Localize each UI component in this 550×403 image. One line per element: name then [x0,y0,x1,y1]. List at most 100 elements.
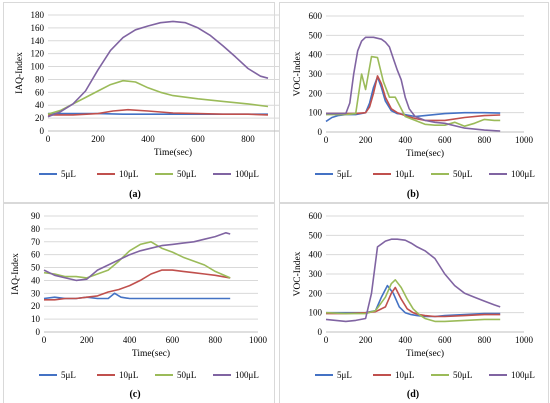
y-tick-label: 500 [309,30,323,40]
y-tick-label: 40 [31,275,41,285]
panel-frame [3,203,275,403]
y-axis-title: IAQ-Index [11,253,21,295]
x-tick-label: 400 [398,335,412,345]
series-line-100uL [325,238,501,323]
y-tick-label: 60 [35,87,45,97]
chart-panel-a: 0 20 40 60 80 100 120 140 160 180 0 200 400 600 800 100… [3,2,308,203]
chart-panel-c: 0 10 20 30 40 50 60 70 80 90 0 200 400 600 800 1000 Time… [3,203,275,403]
y-tick-label: 400 [309,50,323,60]
series-line-50uL [47,79,269,115]
x-tick-label: 0 [42,335,47,345]
y-tick-label: 300 [309,269,323,279]
legend-label: 10μL [395,370,414,380]
legend-label: 5μL [337,169,352,179]
y-axis-title: IAQ-Index [15,52,25,94]
y-tick-label: 0 [318,127,323,137]
x-tick-label: 200 [91,134,105,144]
y-tick-label: 400 [309,250,323,260]
x-tick-label: 200 [359,335,373,345]
y-tick-label: 200 [309,288,323,298]
y-tick-label: 180 [31,10,45,20]
x-tick-label: 800 [478,335,492,345]
x-axis-title: Time(sec) [406,348,444,359]
y-tick-label: 80 [31,224,41,234]
series-line-10uL [48,108,269,116]
x-tick-label: 0 [46,134,51,144]
y-tick-label: 140 [31,36,45,46]
legend-label: 100μL [511,370,535,380]
panel-label: (d) [407,389,419,400]
x-tick-label: 1000 [249,335,268,345]
legend-label: 10μL [119,169,138,179]
x-tick-label: 400 [123,335,137,345]
legend-label: 50μL [177,169,196,179]
x-tick-label: 1000 [515,335,534,345]
x-tick-label: 600 [438,135,452,145]
y-tick-label: 200 [309,88,323,98]
y-tick-label: 300 [309,69,323,79]
series-line-100uL [47,20,269,118]
legend-label: 100μL [511,169,535,179]
y-tick-label: 0 [318,327,323,337]
y-axis-title: VOC-Index [293,251,303,296]
x-tick-label: 200 [80,335,94,345]
legend-label: 50μL [453,370,472,380]
y-tick-label: 20 [35,113,45,123]
y-tick-label: 100 [31,62,45,72]
y-tick-label: 600 [309,11,323,21]
y-tick-label: 70 [31,237,41,247]
chart-panel-d: 0 100 200 300 400 500 600 0 200 400 600 800 1000 Time… [279,203,549,403]
x-tick-label: 600 [438,335,452,345]
chart-panel-b: 0 100 200 300 400 500 600 0 200 400 600 800 1000 Time… [279,2,549,203]
x-axis-title: Time(sec) [154,147,192,158]
y-tick-label: 90 [31,211,41,221]
series-line-10uL [326,75,501,122]
x-axis-title: Time(sec) [406,148,444,159]
x-tick-label: 200 [359,135,373,145]
y-tick-label: 10 [31,314,41,324]
panel-label: (b) [407,189,419,200]
legend-label: 5μL [61,169,76,179]
panel-label: (a) [129,189,141,200]
x-tick-label: 600 [166,335,180,345]
y-tick-label: 20 [31,301,41,311]
y-tick-label: 50 [31,263,41,273]
y-tick-label: 40 [35,100,45,110]
panel-label: (c) [129,389,140,400]
x-tick-label: 0 [324,135,329,145]
legend-label: 50μL [177,370,196,380]
series-line-100uL [326,36,501,132]
y-tick-label: 160 [31,23,45,33]
x-tick-label: 400 [141,134,155,144]
series-line-50uL [326,55,501,127]
y-tick-label: 0 [36,327,41,337]
y-tick-label: 100 [309,308,323,318]
legend-label: 100μL [235,370,259,380]
y-tick-label: 30 [31,288,41,298]
series-line-10uL [44,269,231,301]
series-line-100uL [43,232,231,282]
legend-label: 5μL [337,370,352,380]
legend-label: 10μL [395,169,414,179]
y-tick-label: 60 [31,250,41,260]
y-tick-label: 80 [35,74,45,84]
series-line-50uL [43,241,231,279]
legend-label: 100μL [235,169,259,179]
x-tick-label: 400 [398,135,412,145]
x-tick-label: 800 [241,134,255,144]
y-tick-label: 500 [309,230,323,240]
y-axis-title: VOC-Index [293,51,303,96]
x-tick-label: 600 [191,134,205,144]
legend-label: 5μL [61,370,76,380]
x-tick-label: 1000 [515,135,534,145]
y-tick-label: 100 [309,108,323,118]
y-tick-label: 0 [40,126,45,136]
x-tick-label: 800 [478,135,492,145]
legend-label: 50μL [453,169,472,179]
x-axis-title: Time(sec) [132,348,170,359]
panel-frame [279,203,549,403]
y-tick-label: 120 [31,49,45,59]
x-tick-label: 800 [208,335,222,345]
y-tick-label: 600 [309,211,323,221]
